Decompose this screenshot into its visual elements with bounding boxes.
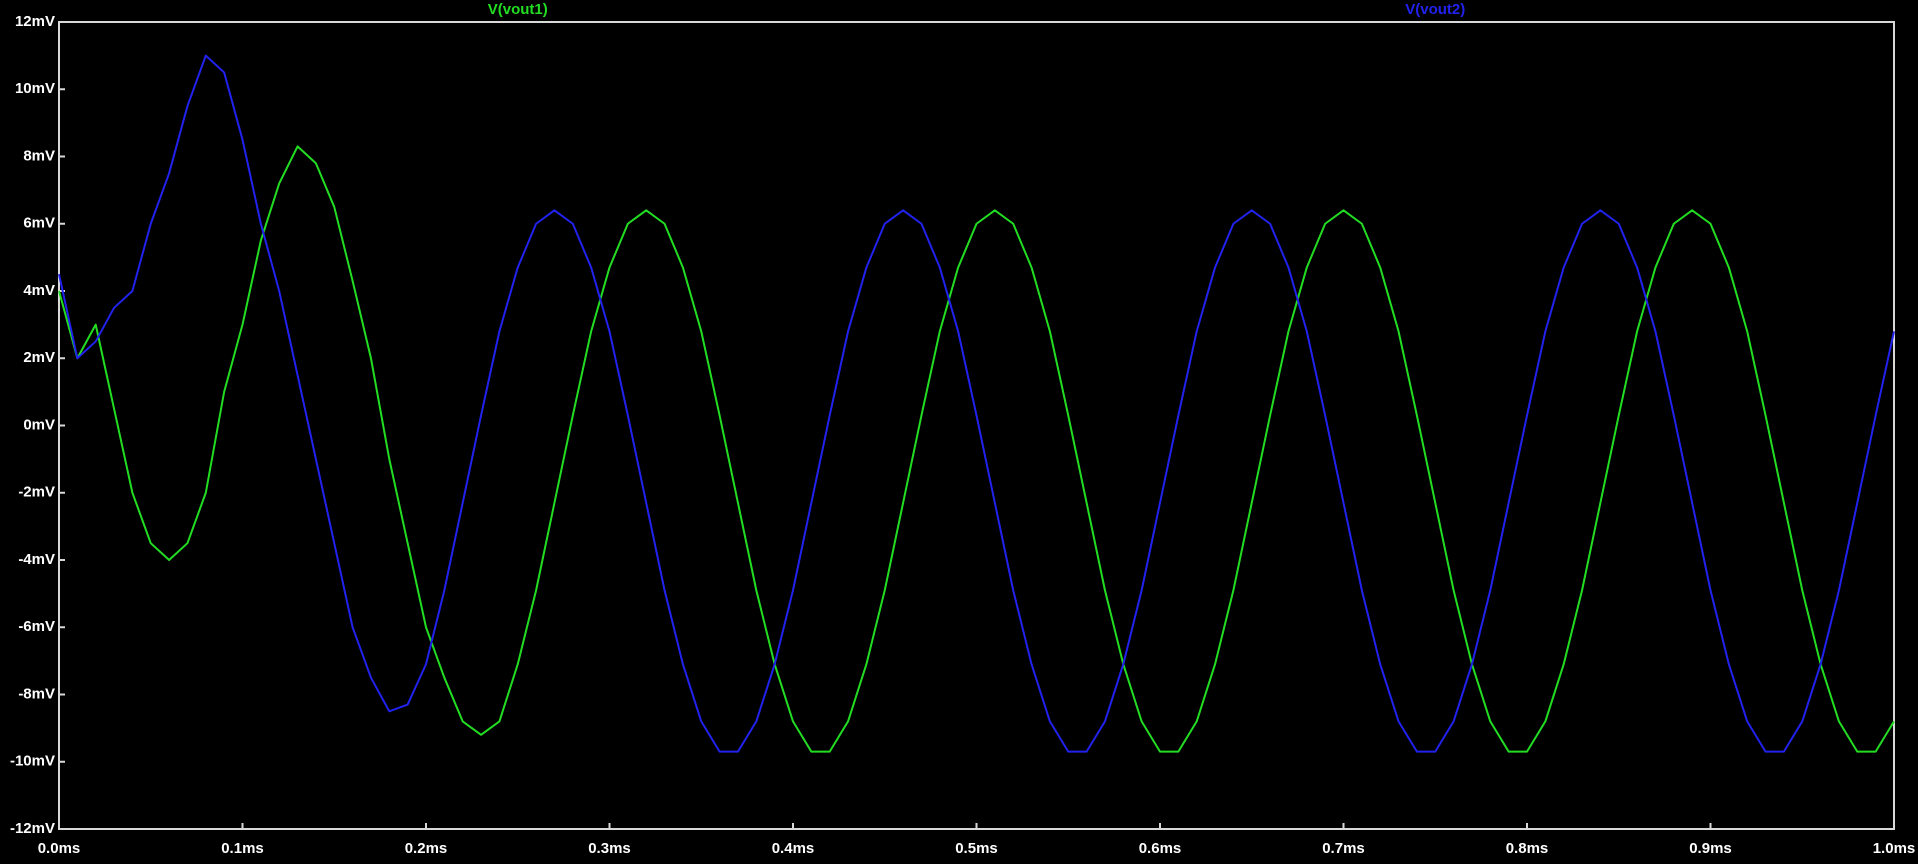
y-tick-label: -10mV [10, 753, 55, 770]
x-tick-label: 0.2ms [405, 840, 448, 857]
y-tick-label: 4mV [23, 282, 55, 299]
y-tick-label: 0mV [23, 416, 55, 433]
x-tick-label: 0.5ms [955, 840, 998, 857]
series-line [58, 54, 1895, 753]
y-tick-label: 12mV [15, 13, 55, 30]
y-tick-label: 10mV [15, 80, 55, 97]
x-tick-label: 0.1ms [221, 840, 264, 857]
x-tick-label: 0.4ms [772, 840, 815, 857]
legend-label: V(vout1) [488, 1, 548, 18]
y-tick-label: 2mV [23, 349, 55, 366]
x-tick-label: 0.9ms [1689, 840, 1732, 857]
y-tick-label: -2mV [18, 484, 55, 501]
y-tick-label: -8mV [18, 685, 55, 702]
plot-frame [58, 21, 1895, 830]
y-tick-label: -4mV [18, 551, 55, 568]
x-tick-label: 0.7ms [1322, 840, 1365, 857]
y-tick-label: 6mV [23, 215, 55, 232]
x-tick-label: 0.0ms [38, 840, 81, 857]
x-tick-label: 1.0ms [1873, 840, 1916, 857]
x-tick-label: 0.6ms [1139, 840, 1182, 857]
y-tick-label: -12mV [10, 820, 55, 837]
series-line [58, 145, 1895, 753]
x-tick-label: 0.3ms [588, 840, 631, 857]
y-tick-label: 8mV [23, 147, 55, 164]
legend-label: V(vout2) [1405, 1, 1465, 18]
y-tick-label: -6mV [18, 618, 55, 635]
x-tick-label: 0.8ms [1506, 840, 1549, 857]
